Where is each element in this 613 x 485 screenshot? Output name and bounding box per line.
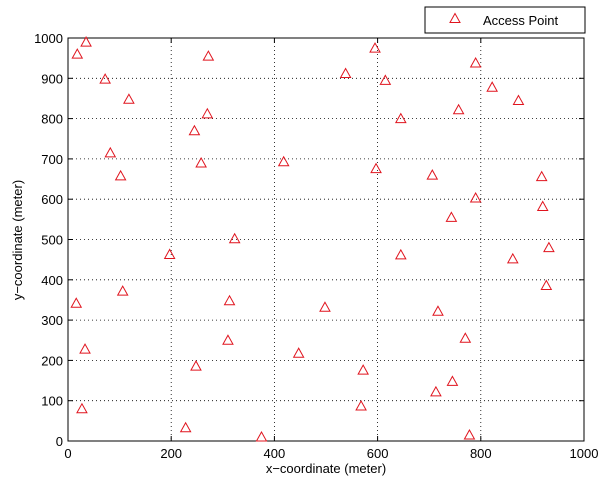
data-point-access-point	[394, 248, 407, 260]
data-point-access-point	[469, 192, 482, 203]
data-point-access-point	[445, 211, 458, 222]
data-point-access-point	[370, 162, 382, 174]
data-point-access-point	[223, 294, 236, 306]
x-tick-label: 800	[470, 446, 492, 461]
data-point-access-point	[357, 364, 370, 375]
data-point-access-point	[179, 421, 192, 433]
legend-label: Access Point	[483, 13, 559, 28]
data-point-access-point	[369, 42, 381, 53]
data-point-access-point	[540, 279, 553, 290]
data-point-access-point	[394, 112, 407, 124]
data-point-access-point	[80, 36, 92, 47]
data-point-access-point	[222, 334, 234, 345]
x-tick-label: 0	[64, 446, 71, 461]
data-point-access-point	[469, 57, 482, 68]
y-axis-label: y−coordinate (meter)	[10, 180, 25, 300]
data-point-access-point	[339, 67, 352, 79]
x-tick-label: 200	[160, 446, 182, 461]
data-point-access-point	[123, 93, 135, 104]
data-point-access-point	[512, 94, 525, 106]
data-point-access-point	[355, 399, 367, 411]
y-tick-label: 400	[41, 273, 63, 288]
axis-ticks: 0 200 400 600 800 1000 0 100 200 300 400 500 600 700 8…	[34, 31, 598, 461]
data-point-access-point	[104, 146, 117, 158]
y-tick-label: 500	[41, 233, 63, 248]
y-tick-label: 300	[41, 313, 63, 328]
x-tick-label: 600	[367, 446, 389, 461]
data-point-access-point	[201, 107, 214, 119]
data-point-access-point	[506, 252, 519, 264]
data-point-access-point	[114, 169, 127, 181]
data-point-access-point	[430, 385, 442, 397]
data-points	[70, 36, 555, 442]
data-point-access-point	[116, 285, 129, 296]
data-point-access-point	[426, 169, 439, 180]
data-point-access-point	[163, 248, 176, 259]
legend: Access Point	[424, 6, 586, 34]
x-axis-label: x−coordinate (meter)	[266, 461, 386, 476]
data-point-access-point	[70, 297, 83, 308]
data-point-access-point	[228, 232, 241, 244]
x-tick-label: 1000	[570, 446, 599, 461]
x-tick-label: 400	[264, 446, 286, 461]
y-tick-label: 100	[41, 394, 63, 409]
data-point-access-point	[71, 48, 84, 59]
y-tick-label: 800	[41, 112, 63, 127]
plot-area-frame	[67, 37, 585, 442]
data-point-access-point	[463, 428, 476, 440]
data-point-access-point	[379, 74, 392, 85]
data-point-access-point	[195, 156, 207, 168]
data-point-access-point	[452, 103, 465, 115]
data-point-access-point	[292, 347, 305, 358]
data-point-access-point	[459, 332, 472, 343]
data-point-access-point	[190, 360, 202, 371]
data-point-access-point	[188, 124, 201, 136]
data-point-access-point	[202, 50, 215, 61]
data-point-access-point	[486, 81, 499, 92]
data-point-access-point	[277, 155, 290, 167]
y-tick-label: 200	[41, 353, 63, 368]
data-point-access-point	[432, 305, 444, 316]
y-tick-label: 1000	[34, 31, 63, 46]
grid-lines	[68, 38, 584, 441]
data-point-access-point	[255, 430, 268, 442]
data-point-access-point	[543, 241, 555, 253]
y-tick-label: 900	[41, 71, 63, 86]
y-tick-label: 700	[41, 152, 63, 167]
data-point-access-point	[535, 170, 548, 182]
data-point-access-point	[319, 301, 331, 312]
data-point-access-point	[76, 402, 88, 414]
data-point-access-point	[536, 200, 549, 212]
data-point-access-point	[79, 343, 91, 354]
data-point-access-point	[99, 73, 112, 84]
data-point-access-point	[446, 375, 459, 386]
y-tick-label: 0	[56, 434, 63, 449]
legend-marker-triangle	[449, 12, 461, 23]
y-tick-label: 600	[41, 192, 63, 207]
